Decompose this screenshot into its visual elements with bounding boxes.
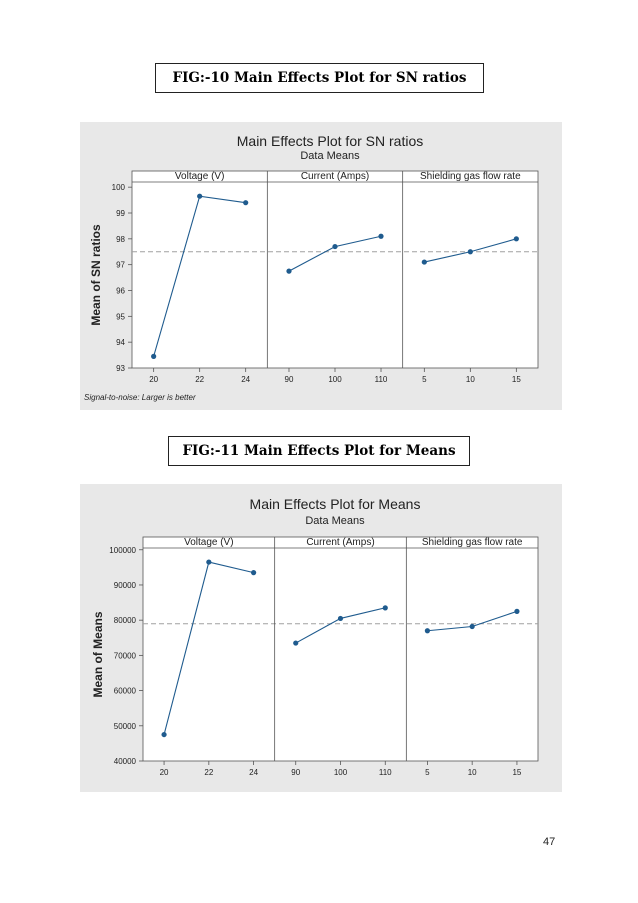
- data-point: [467, 249, 473, 255]
- y-tick-label: 90000: [114, 581, 137, 590]
- data-point: [421, 259, 427, 265]
- x-tick-label: 20: [160, 768, 169, 777]
- y-axis-label: Mean of SN ratios: [89, 224, 103, 326]
- y-tick-label: 98: [116, 235, 125, 244]
- y-tick-label: 96: [116, 287, 125, 296]
- data-point: [293, 640, 299, 646]
- x-tick-label: 100: [334, 768, 348, 777]
- data-point: [161, 731, 167, 738]
- y-tick-label: 99: [116, 209, 125, 218]
- figure-11-caption: FIG:-11 Main Effects Plot for Means: [168, 436, 470, 466]
- chart-subtitle: Data Means: [300, 150, 360, 162]
- panel-title: Voltage (V): [184, 537, 233, 548]
- data-point: [514, 608, 520, 614]
- y-tick-label: 70000: [114, 651, 137, 660]
- data-point: [424, 628, 430, 634]
- y-tick-label: 94: [116, 338, 125, 347]
- x-tick-label: 15: [512, 768, 521, 777]
- chart-title: Main Effects Plot for SN ratios: [237, 133, 423, 149]
- data-point: [206, 559, 212, 565]
- data-point: [197, 193, 203, 199]
- x-tick-label: 20: [149, 375, 158, 384]
- data-point: [251, 570, 257, 576]
- y-tick-label: 50000: [114, 722, 137, 731]
- x-tick-label: 10: [466, 375, 475, 384]
- means-chart-svg: Main Effects Plot for Means Data Means Mea…: [91, 496, 539, 777]
- data-point: [469, 623, 475, 630]
- y-tick-label: 40000: [114, 757, 137, 766]
- means-chart: Main Effects Plot for Means Data Means Mea…: [80, 484, 562, 792]
- x-tick-label: 10: [468, 768, 477, 777]
- x-tick-label: 24: [241, 375, 250, 384]
- x-tick-label: 24: [249, 768, 258, 777]
- x-tick-label: 90: [285, 375, 294, 384]
- chart-subtitle: Data Means: [305, 515, 365, 527]
- y-tick-label: 95: [116, 312, 125, 321]
- data-point: [337, 615, 344, 622]
- panel-title: Current (Amps): [301, 171, 369, 182]
- page-number: 47: [543, 836, 556, 848]
- data-point: [513, 236, 519, 242]
- y-tick-label: 80000: [114, 616, 137, 625]
- x-tick-label: 100: [328, 375, 342, 384]
- x-tick-label: 5: [425, 768, 430, 777]
- data-point: [332, 243, 338, 250]
- x-tick-label: 110: [379, 768, 392, 777]
- y-tick-label: 100000: [109, 546, 136, 555]
- data-point: [243, 200, 249, 206]
- x-tick-label: 22: [195, 375, 204, 384]
- panel-title: Voltage (V): [175, 171, 224, 182]
- x-tick-label: 90: [291, 768, 300, 777]
- data-point: [382, 605, 388, 611]
- x-tick-label: 110: [375, 375, 388, 384]
- y-axis-label: Mean of Means: [91, 611, 105, 697]
- panel-title: Shielding gas flow rate: [422, 537, 523, 548]
- chart-title: Main Effects Plot for Means: [250, 496, 421, 512]
- plot-area: [131, 170, 539, 369]
- x-tick-label: 22: [204, 768, 213, 777]
- y-tick-label: 100: [112, 183, 126, 192]
- x-tick-label: 5: [422, 375, 427, 384]
- y-tick-label: 60000: [114, 687, 137, 696]
- x-tick-label: 15: [512, 375, 521, 384]
- data-point: [378, 233, 384, 239]
- figure-10-caption: FIG:-10 Main Effects Plot for SN ratios: [155, 63, 484, 93]
- plot-area: [142, 536, 539, 762]
- panel-title: Current (Amps): [306, 537, 374, 548]
- data-point: [151, 353, 157, 359]
- chart-footnote: Signal-to-noise: Larger is better: [84, 393, 196, 402]
- data-point: [286, 268, 292, 274]
- panel-title: Shielding gas flow rate: [420, 171, 521, 182]
- y-tick-label: 97: [116, 261, 125, 270]
- y-tick-label: 93: [116, 364, 125, 373]
- sn-ratios-chart: Main Effects Plot for SN ratios Data Mean…: [80, 122, 562, 410]
